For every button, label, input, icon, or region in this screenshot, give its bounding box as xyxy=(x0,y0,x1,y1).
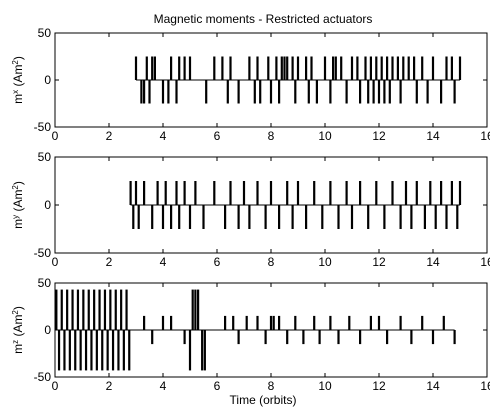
x-tick-label: 8 xyxy=(268,129,275,143)
x-tick-label: 2 xyxy=(106,255,113,269)
y-tick-label: 50 xyxy=(38,150,52,164)
y-axis-label-part: y xyxy=(11,215,20,219)
x-tick-label: 14 xyxy=(426,129,440,143)
y-axis-label-part: m xyxy=(11,344,25,354)
x-tick-label: 10 xyxy=(318,255,332,269)
x-tick-label: 16 xyxy=(480,129,490,143)
x-tick-label: 2 xyxy=(106,129,113,143)
x-tick-label: 14 xyxy=(426,255,440,269)
y-axis-label-part: ) xyxy=(11,181,25,185)
x-tick-label: 2 xyxy=(106,379,113,393)
y-axis-label-part: 2 xyxy=(11,60,20,65)
x-tick-label: 12 xyxy=(372,379,386,393)
x-tick-label: 12 xyxy=(372,129,386,143)
x-tick-label: 12 xyxy=(372,255,386,269)
x-tick-label: 6 xyxy=(214,255,221,269)
y-tick-label: 0 xyxy=(44,323,51,337)
y-axis-label-part: ) xyxy=(11,56,25,60)
y-tick-label: 0 xyxy=(44,198,51,212)
chart-title: Magnetic moments - Restricted actuators xyxy=(154,12,373,26)
y-tick-label: -50 xyxy=(34,370,52,384)
y-axis-label-part: x xyxy=(11,90,20,94)
x-tick-label: 10 xyxy=(318,129,332,143)
x-tick-label: 14 xyxy=(426,379,440,393)
x-tick-label: 6 xyxy=(214,379,221,393)
x-tick-label: 0 xyxy=(52,129,59,143)
y-tick-label: 50 xyxy=(38,276,52,290)
x-axis-label: Time (orbits) xyxy=(230,393,297,407)
x-tick-label: 0 xyxy=(52,255,59,269)
x-tick-label: 10 xyxy=(318,379,332,393)
y-tick-label: -50 xyxy=(34,246,52,260)
y-tick-label: -50 xyxy=(34,120,52,134)
y-axis-label-part: (Am xyxy=(11,190,25,215)
y-axis-label-part: (Am xyxy=(11,65,25,90)
x-tick-label: 8 xyxy=(268,255,275,269)
y-axis-label-part: m xyxy=(11,94,25,104)
y-axis-label-part: ) xyxy=(11,306,25,310)
x-tick-label: 8 xyxy=(268,379,275,393)
y-axis-label: mz (Am2) xyxy=(11,306,26,354)
y-axis-label: my (Am2) xyxy=(11,181,26,229)
y-tick-label: 0 xyxy=(44,73,51,87)
x-tick-label: 16 xyxy=(480,255,490,269)
y-axis-label-part: 2 xyxy=(11,310,20,315)
x-tick-label: 4 xyxy=(160,255,167,269)
x-tick-label: 4 xyxy=(160,129,167,143)
y-axis-label-part: z xyxy=(11,340,20,344)
x-tick-label: 0 xyxy=(52,379,59,393)
x-tick-label: 4 xyxy=(160,379,167,393)
y-tick-label: 50 xyxy=(38,26,52,40)
y-axis-label-part: m xyxy=(11,219,25,229)
y-axis-label-part: (Am xyxy=(11,315,25,340)
y-axis-label: mx (Am2) xyxy=(11,56,26,104)
x-tick-label: 6 xyxy=(214,129,221,143)
y-axis-label-part: 2 xyxy=(11,185,20,190)
x-tick-label: 16 xyxy=(480,379,490,393)
